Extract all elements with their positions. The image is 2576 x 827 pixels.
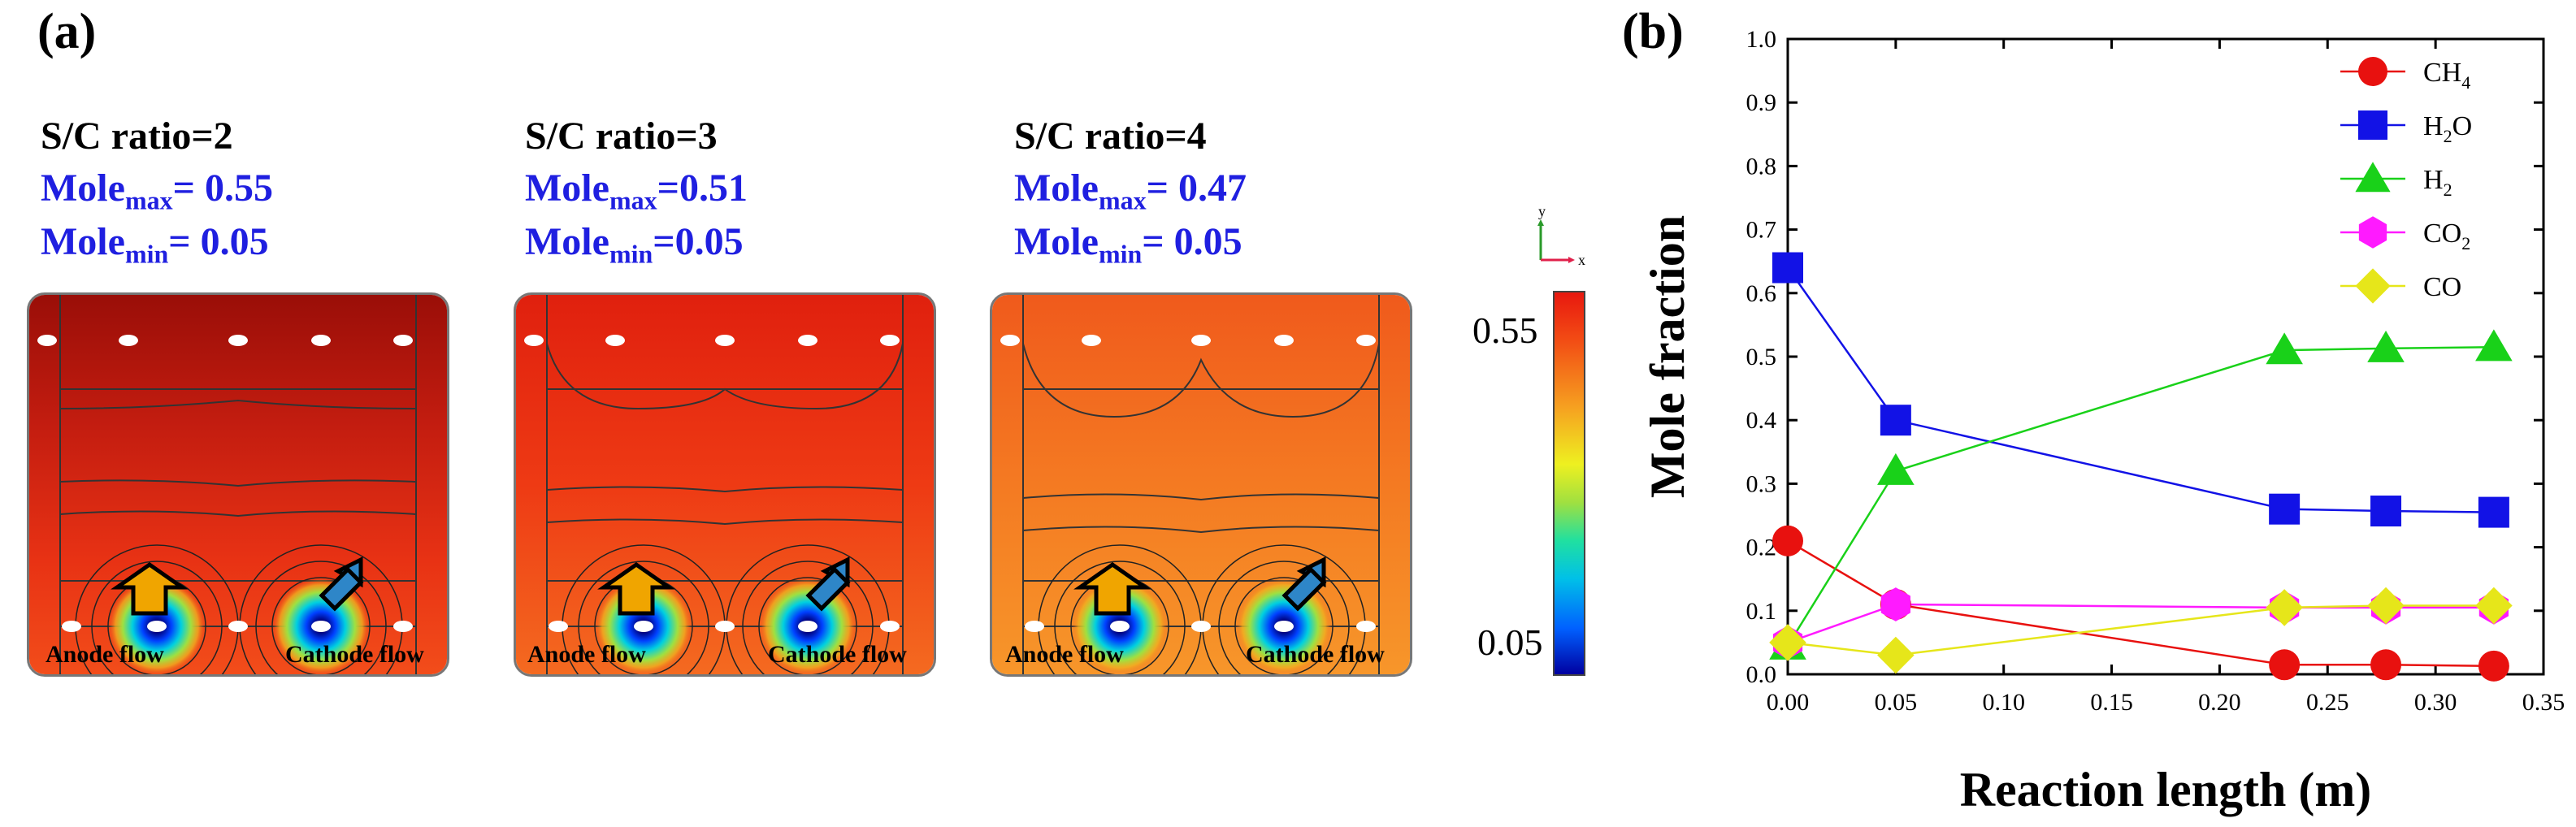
contour-svg-sc3: Anode flow Cathode flow bbox=[516, 295, 934, 674]
anode-flow-label: Anode flow bbox=[1005, 641, 1124, 668]
point-h2 bbox=[2475, 329, 2513, 362]
cathode-flow-arrow bbox=[1281, 566, 1327, 612]
axes-triad: y x bbox=[1537, 203, 1585, 266]
x-tick-label: 0.10 bbox=[1982, 689, 2025, 716]
legend-label-ch4: CH4 bbox=[2423, 58, 2470, 93]
point-co bbox=[2475, 587, 2513, 625]
x-tick-label: 0.00 bbox=[1767, 689, 1810, 716]
legend-label-h2o: H2O bbox=[2423, 111, 2472, 146]
point-ch4 bbox=[2370, 649, 2402, 681]
x-tick-label: 0.20 bbox=[2198, 689, 2241, 716]
point-h2o bbox=[2370, 496, 2402, 527]
contour-plot-sc2: Anode flow Cathode flow bbox=[27, 292, 449, 677]
legend-label-co: CO bbox=[2423, 272, 2461, 302]
legend-marker-ch4 bbox=[2358, 57, 2387, 86]
y-tick-label: 0.7 bbox=[1746, 217, 1777, 244]
contour-3-min: Molemin= 0.05 bbox=[1014, 220, 1242, 269]
x-tick-label: 0.35 bbox=[2522, 689, 2565, 716]
point-h2o bbox=[2478, 496, 2509, 528]
legend-marker-h2o bbox=[2358, 110, 2387, 140]
point-co bbox=[1877, 636, 1915, 674]
cathode-flow-label: Cathode flow bbox=[285, 641, 424, 668]
cathode-flow-label: Cathode flow bbox=[1246, 641, 1385, 668]
colorbar-max: 0.55 bbox=[1472, 310, 1538, 351]
x-tick-label: 0.05 bbox=[1875, 689, 1918, 716]
contour-2-max: Molemax=0.51 bbox=[525, 167, 748, 215]
point-h2 bbox=[2266, 332, 2303, 365]
y-tick-label: 1.0 bbox=[1746, 26, 1777, 53]
point-co bbox=[1769, 624, 1806, 661]
contour-plot-sc3: Anode flow Cathode flow bbox=[514, 292, 936, 677]
legend-label-co2: CO2 bbox=[2423, 219, 2470, 253]
y-tick-label: 0.6 bbox=[1746, 280, 1777, 307]
point-h2o bbox=[1880, 405, 1911, 436]
cathode-flow-label: Cathode flow bbox=[768, 641, 907, 668]
contour-3-max: Molemax= 0.47 bbox=[1014, 167, 1247, 215]
point-h2o bbox=[1772, 252, 1803, 284]
anode-flow-arrow bbox=[1073, 561, 1151, 616]
mole-fraction-chart: 0.0 0.1 0.2 0.3 0.4 0.5 0.6 0.7 0.8 0.9 1.0 0.00 0.0… bbox=[1625, 16, 2568, 821]
y-axis-label: Mole fraction bbox=[1641, 215, 1694, 498]
contour-2-title: S/C ratio=3 bbox=[525, 115, 718, 158]
y-tick-label: 0.2 bbox=[1746, 535, 1777, 561]
contour-1-min: Molemin= 0.05 bbox=[41, 220, 269, 269]
y-tick-label: 0.0 bbox=[1746, 661, 1777, 688]
point-h2o bbox=[2269, 493, 2301, 525]
cathode-flow-arrow bbox=[319, 566, 364, 612]
point-co bbox=[2266, 589, 2303, 626]
point-h2 bbox=[1877, 452, 1915, 485]
x-tick-label: 0.25 bbox=[2306, 689, 2349, 716]
anode-flow-arrow bbox=[597, 561, 675, 616]
contour-2-min: Molemin=0.05 bbox=[525, 220, 744, 269]
y-tick-label: 0.1 bbox=[1746, 598, 1777, 625]
colorbar bbox=[1553, 291, 1585, 676]
legend-marker-h2 bbox=[2355, 162, 2391, 193]
contour-svg-sc4: Anode flow Cathode flow bbox=[992, 295, 1410, 674]
y-tick-label: 0.3 bbox=[1746, 470, 1777, 497]
legend-marker-co bbox=[2355, 268, 2391, 304]
triad-x-label: x bbox=[1578, 252, 1585, 266]
anode-flow-label: Anode flow bbox=[46, 641, 164, 668]
contour-plot-sc4: Anode flow Cathode flow bbox=[990, 292, 1412, 677]
legend-marker-co2 bbox=[2358, 216, 2387, 249]
panel-a-label: (a) bbox=[37, 4, 97, 59]
x-axis-label: Reaction length (m) bbox=[1960, 763, 2372, 816]
anode-flow-label: Anode flow bbox=[527, 641, 646, 668]
panel-b-label: (b) bbox=[1622, 4, 1684, 59]
x-tick-label: 0.15 bbox=[2090, 689, 2133, 716]
y-tick-label: 0.9 bbox=[1746, 89, 1777, 116]
legend-label-h2: H2 bbox=[2423, 165, 2452, 200]
anode-flow-arrow bbox=[111, 561, 189, 616]
colorbar-min: 0.05 bbox=[1477, 621, 1543, 663]
point-co bbox=[2367, 587, 2405, 625]
contour-3-title: S/C ratio=4 bbox=[1014, 115, 1207, 158]
point-h2 bbox=[2367, 330, 2405, 362]
y-tick-label: 0.8 bbox=[1746, 153, 1777, 180]
x-tick-label: 0.30 bbox=[2414, 689, 2457, 716]
point-co2 bbox=[1880, 587, 1910, 621]
contour-1-max: Molemax= 0.55 bbox=[41, 167, 273, 215]
chart-svg: 0.0 0.1 0.2 0.3 0.4 0.5 0.6 0.7 0.8 0.9 1.0 0.00 0.0… bbox=[1641, 26, 2565, 816]
cathode-flow-arrow bbox=[805, 566, 851, 612]
point-ch4 bbox=[2269, 649, 2301, 681]
y-tick-label: 0.4 bbox=[1746, 407, 1777, 434]
contour-svg-sc2: Anode flow Cathode flow bbox=[29, 295, 447, 674]
point-ch4 bbox=[2478, 650, 2509, 682]
triad-y-label: y bbox=[1538, 203, 1546, 219]
point-ch4 bbox=[1772, 525, 1803, 556]
contour-1-title: S/C ratio=2 bbox=[41, 115, 233, 158]
y-tick-label: 0.5 bbox=[1746, 344, 1777, 370]
